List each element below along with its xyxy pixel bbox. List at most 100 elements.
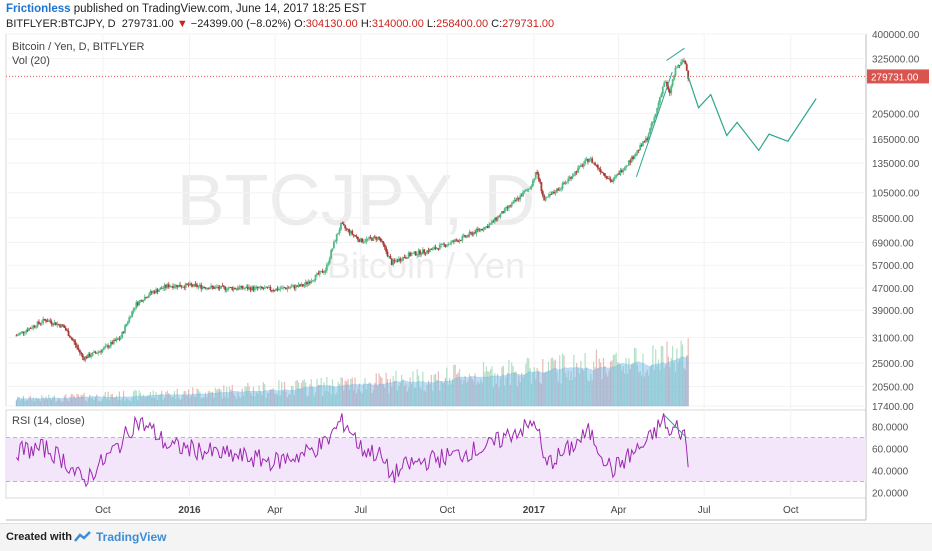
volume-bar bbox=[419, 387, 421, 406]
volume-bar bbox=[306, 396, 308, 406]
volume-bar bbox=[530, 384, 533, 406]
volume-bar bbox=[375, 373, 377, 406]
candle-body bbox=[86, 356, 88, 359]
price-tick-label: 69000.00 bbox=[872, 239, 914, 250]
candle-body bbox=[670, 85, 673, 94]
volume-bar bbox=[245, 386, 248, 406]
trendline-support bbox=[635, 71, 673, 178]
volume-bar bbox=[155, 391, 157, 406]
candle-body bbox=[673, 75, 675, 80]
candle-body bbox=[578, 165, 581, 168]
candle-body bbox=[237, 288, 239, 290]
volume-bar bbox=[686, 355, 688, 406]
candle-body bbox=[404, 257, 407, 259]
time-tick-label: 2016 bbox=[178, 505, 201, 516]
candle-body bbox=[76, 345, 78, 348]
candle-body bbox=[330, 250, 332, 259]
candle-body bbox=[421, 249, 424, 255]
volume-bar bbox=[427, 380, 430, 406]
volume-bar bbox=[487, 371, 489, 406]
candle-body bbox=[561, 183, 564, 189]
volume-bar bbox=[90, 397, 92, 406]
volume-bar bbox=[362, 383, 365, 406]
volume-bar bbox=[338, 384, 341, 406]
volume-bar bbox=[269, 389, 271, 406]
price-change: −24399.00 (−8.02%) bbox=[190, 18, 292, 30]
tradingview-logo-icon[interactable] bbox=[74, 531, 94, 543]
candle-body bbox=[651, 121, 654, 124]
candle-body bbox=[25, 330, 28, 333]
tradingview-brand-link[interactable]: TradingView bbox=[96, 530, 167, 544]
volume-bar bbox=[183, 390, 185, 406]
candle-body bbox=[196, 284, 198, 287]
volume-bar bbox=[547, 361, 550, 406]
candle-body bbox=[97, 351, 100, 354]
volume-bar bbox=[515, 371, 517, 406]
candle-body bbox=[454, 239, 457, 242]
volume-bar bbox=[440, 381, 442, 406]
volume-bar bbox=[114, 397, 116, 406]
candle-body bbox=[334, 241, 337, 243]
candle-body bbox=[149, 291, 152, 295]
candle-body bbox=[602, 172, 605, 174]
candle-body bbox=[599, 169, 602, 173]
volume-bar bbox=[348, 389, 351, 406]
volume-bar bbox=[614, 354, 616, 406]
volume-bar bbox=[193, 395, 195, 406]
volume-bar bbox=[353, 389, 355, 406]
candle-body bbox=[495, 217, 498, 221]
volume-bar bbox=[141, 397, 143, 406]
volume-bar bbox=[293, 395, 295, 406]
volume-bar bbox=[51, 399, 53, 406]
volume-bar bbox=[494, 373, 496, 406]
volume-bar bbox=[115, 395, 118, 406]
volume-bar bbox=[292, 386, 294, 406]
candle-body bbox=[443, 243, 445, 245]
volume-bar bbox=[566, 377, 568, 406]
candle-body bbox=[386, 251, 389, 257]
candle-body bbox=[409, 252, 412, 256]
author-link[interactable]: Frictionless bbox=[6, 3, 71, 15]
candle-body bbox=[366, 238, 369, 240]
volume-bar bbox=[56, 400, 58, 406]
volume-bar bbox=[145, 397, 147, 406]
volume-bar bbox=[72, 394, 74, 406]
volume-bar bbox=[211, 391, 214, 406]
candle-body bbox=[172, 286, 174, 288]
candle-body bbox=[457, 240, 460, 242]
candle-body bbox=[297, 284, 300, 287]
volume-bar bbox=[130, 401, 132, 406]
volume-bar bbox=[604, 365, 606, 406]
candle-body bbox=[671, 79, 674, 86]
volume-bar bbox=[368, 382, 370, 406]
publish-line: Frictionless published on TradingView.co… bbox=[6, 3, 366, 15]
candle-body bbox=[176, 284, 179, 288]
volume-bar bbox=[60, 401, 63, 406]
candle-body bbox=[642, 141, 644, 146]
volume-bar bbox=[638, 372, 640, 406]
chart-header: Frictionless published on TradingView.co… bbox=[0, 0, 932, 34]
volume-bar bbox=[484, 372, 486, 406]
candle-body bbox=[101, 349, 104, 353]
candle-body bbox=[551, 191, 554, 195]
volume-bar bbox=[261, 395, 263, 406]
candle-body bbox=[414, 251, 417, 256]
candle-body bbox=[26, 330, 29, 332]
volume-bar bbox=[615, 352, 617, 406]
volume-bar bbox=[660, 345, 662, 406]
candle-body bbox=[69, 336, 71, 338]
volume-bar bbox=[491, 366, 493, 406]
volume-bar bbox=[227, 397, 229, 406]
last-price: 279731.00 bbox=[121, 18, 174, 30]
candle-body bbox=[412, 252, 414, 254]
candle-body bbox=[105, 345, 108, 347]
volume-bar bbox=[131, 397, 133, 406]
volume-bar bbox=[237, 392, 239, 406]
volume-bar bbox=[34, 401, 36, 406]
candle-body bbox=[503, 208, 506, 214]
volume-bar bbox=[218, 388, 221, 406]
volume-bar bbox=[66, 398, 68, 406]
volume-bar bbox=[643, 376, 646, 406]
candle-body bbox=[228, 286, 231, 289]
volume-bar bbox=[457, 372, 459, 406]
